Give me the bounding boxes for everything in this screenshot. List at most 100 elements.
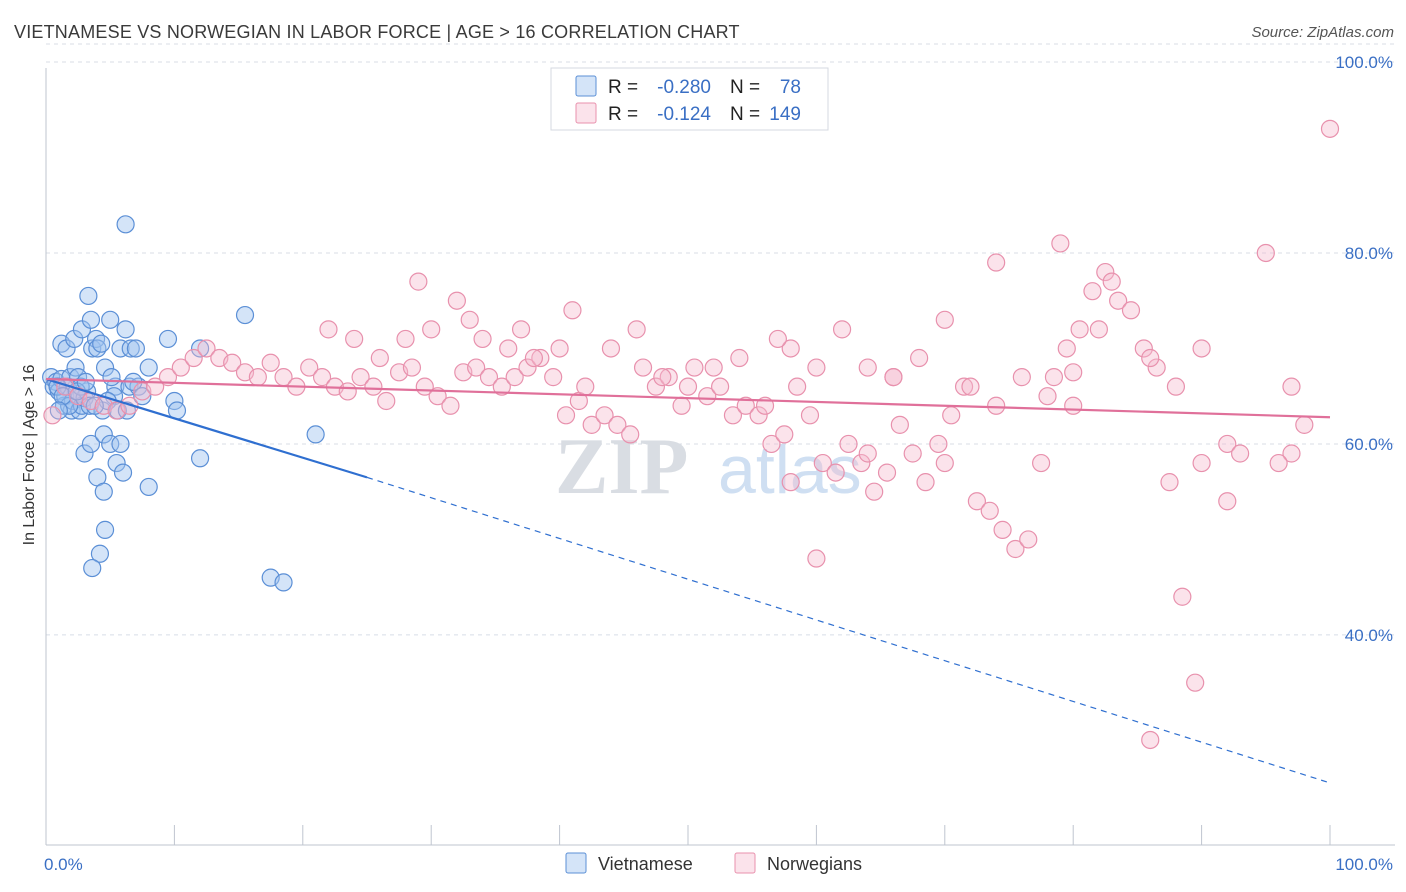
vietnamese-point bbox=[95, 358, 115, 377]
norwegians-point bbox=[1006, 539, 1025, 559]
norwegians-point bbox=[422, 320, 441, 339]
norwegians-point bbox=[505, 368, 524, 387]
vietnamese-point bbox=[48, 377, 67, 396]
norwegians-point bbox=[223, 353, 242, 372]
norwegians-point bbox=[1192, 339, 1211, 358]
norwegians-point bbox=[672, 396, 691, 415]
vietnamese-point bbox=[113, 463, 133, 482]
legend-box bbox=[550, 67, 829, 131]
norwegians-point bbox=[884, 368, 903, 387]
norwegians-point bbox=[544, 368, 563, 387]
norwegians-point bbox=[987, 396, 1006, 415]
vietnamese-point bbox=[121, 339, 140, 358]
norwegians-point bbox=[903, 444, 922, 463]
y-tick-label: 80.0% bbox=[1345, 244, 1393, 263]
norwegians-point bbox=[633, 358, 653, 377]
vietnamese-point bbox=[75, 444, 94, 463]
norwegians-point bbox=[1121, 301, 1141, 320]
norwegians-point bbox=[601, 339, 621, 358]
norwegians-point bbox=[954, 377, 974, 396]
norwegians-point bbox=[345, 329, 364, 349]
norwegians-point bbox=[1160, 473, 1179, 492]
series-norwegians-points bbox=[43, 119, 1340, 750]
norwegians-point bbox=[319, 320, 338, 339]
norwegians-point bbox=[531, 348, 550, 368]
y-tick-label: 60.0% bbox=[1345, 435, 1393, 454]
vietnamese-point bbox=[81, 434, 101, 454]
legend-r-value: -0.124 bbox=[657, 104, 711, 125]
vietnamese-point bbox=[83, 339, 102, 358]
vietnamese-point bbox=[190, 449, 210, 468]
norwegians-point bbox=[171, 358, 190, 377]
norwegians-point bbox=[370, 348, 389, 368]
norwegians-point bbox=[935, 310, 954, 329]
norwegians-point bbox=[698, 387, 717, 406]
y-tick-label: 100.0% bbox=[1335, 53, 1393, 72]
norwegians-point bbox=[877, 463, 897, 482]
norwegians-point bbox=[550, 339, 569, 358]
norwegians-point bbox=[248, 368, 267, 387]
vietnamese-point bbox=[79, 286, 98, 306]
norwegians-point bbox=[576, 377, 595, 396]
norwegians-point bbox=[1231, 444, 1250, 463]
norwegians-point bbox=[1141, 730, 1160, 750]
norwegians-point bbox=[916, 473, 935, 492]
legend-swatch bbox=[575, 75, 597, 97]
norwegians-point bbox=[929, 434, 948, 454]
watermark-zip: ZIP bbox=[555, 423, 688, 511]
vietnamese-point bbox=[116, 320, 135, 339]
norwegians-point bbox=[377, 391, 396, 411]
vietnamese-point bbox=[306, 425, 325, 444]
vietnamese-point bbox=[101, 434, 120, 454]
axes: 0.0% 100.0% In Labor Force | Age > 16 bbox=[21, 68, 1395, 874]
source-label: Source: ZipAtlas.com bbox=[1251, 24, 1394, 41]
norwegians-point bbox=[402, 358, 422, 377]
norwegians-point bbox=[807, 549, 826, 568]
vietnamese-point bbox=[94, 482, 113, 501]
norwegians-point bbox=[839, 434, 858, 454]
norwegians-point bbox=[627, 320, 646, 339]
legend-swatch bbox=[575, 102, 597, 124]
norwegians-point bbox=[1057, 339, 1076, 358]
norwegians-point bbox=[563, 301, 582, 320]
norwegians-point bbox=[396, 329, 415, 349]
vietnamese-point bbox=[57, 339, 76, 358]
watermark-atlas: atlas bbox=[718, 432, 862, 508]
grid-lines: 40.0% 60.0% 80.0% 100.0% bbox=[46, 43, 1395, 645]
norwegians-point bbox=[428, 387, 447, 406]
norwegians-point bbox=[781, 473, 800, 492]
norwegians-point bbox=[518, 358, 537, 377]
norwegians-point bbox=[1192, 453, 1211, 473]
vietnamese-point bbox=[139, 358, 158, 377]
legend-r-label: R = bbox=[608, 77, 638, 98]
norwegians-point bbox=[762, 434, 781, 454]
norwegians-point bbox=[441, 396, 460, 415]
norwegians-trend bbox=[45, 377, 1331, 419]
norwegians-point bbox=[1038, 387, 1057, 406]
vietnamese-point bbox=[106, 377, 125, 396]
norwegians-point bbox=[1282, 377, 1301, 396]
norwegians-point bbox=[1320, 119, 1340, 138]
norwegians-point bbox=[646, 377, 666, 396]
norwegians-point bbox=[312, 368, 332, 387]
norwegians-point bbox=[1141, 348, 1160, 368]
legend-n-value: 78 bbox=[780, 77, 801, 98]
norwegians-point bbox=[980, 501, 999, 520]
norwegians-point bbox=[447, 291, 466, 310]
legend-n-label: N = bbox=[730, 77, 760, 98]
vietnamese-point bbox=[133, 387, 152, 406]
norwegians-point bbox=[1269, 453, 1288, 473]
norwegians-point bbox=[511, 320, 531, 339]
norwegians-point bbox=[993, 520, 1012, 539]
norwegians-point bbox=[1166, 377, 1186, 396]
norwegians-point bbox=[678, 377, 698, 396]
norwegians-point bbox=[961, 377, 980, 396]
norwegians-point bbox=[1089, 320, 1108, 339]
y-tick-label: 40.0% bbox=[1345, 626, 1393, 645]
norwegians-point bbox=[467, 358, 486, 377]
vietnamese-point bbox=[126, 339, 145, 358]
vietnamese-point bbox=[190, 339, 210, 358]
norwegians-point bbox=[409, 272, 428, 291]
legend-r-value: -0.280 bbox=[657, 77, 711, 98]
norwegians-point bbox=[1134, 339, 1153, 358]
